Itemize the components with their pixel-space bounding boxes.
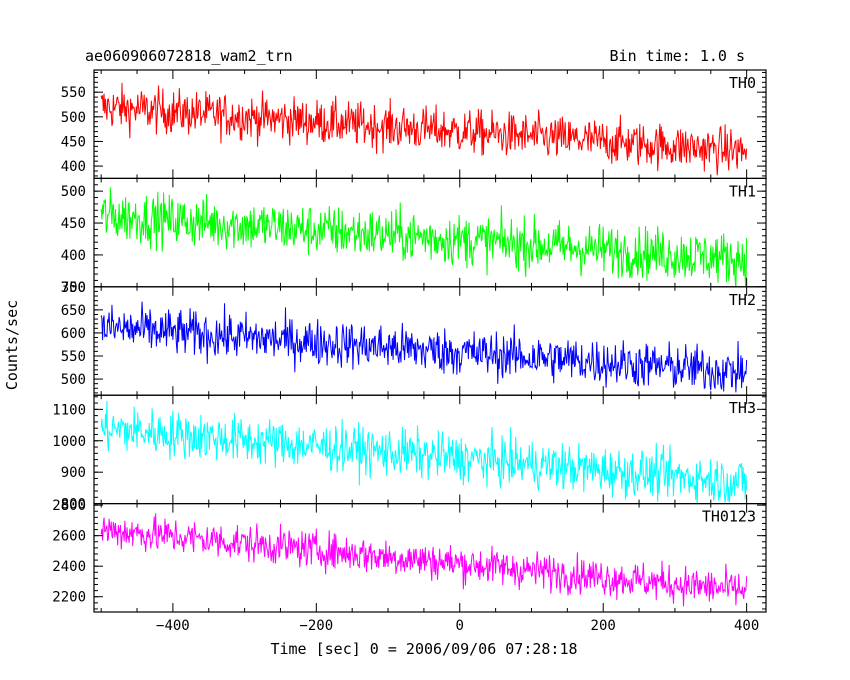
y-tick-label: 550 bbox=[61, 85, 86, 101]
panel-name-label: TH2 bbox=[729, 291, 756, 309]
y-tick-label: 550 bbox=[61, 349, 86, 365]
x-tick-label: 400 bbox=[734, 618, 759, 634]
series-line-th0123 bbox=[100, 513, 748, 607]
panel-th0123: 2200 2400 2600 2800 TH0123 bbox=[52, 498, 767, 613]
y-tick-label: 450 bbox=[61, 216, 86, 232]
y-tick-label: 500 bbox=[61, 110, 86, 126]
panel-th0: 400 450 500 550 TH0 bbox=[61, 69, 767, 180]
y-tick-label: 700 bbox=[61, 280, 86, 296]
panel-name-label: TH0123 bbox=[702, 508, 756, 526]
y-tick-label: 1000 bbox=[52, 434, 86, 450]
y-tick-label: 400 bbox=[61, 248, 86, 264]
y-tick-label: 900 bbox=[61, 465, 86, 481]
y-tick-label: 450 bbox=[61, 134, 86, 150]
panel-th1: 350 400 450 500 TH1 bbox=[61, 177, 767, 296]
y-tick-label: 500 bbox=[61, 184, 86, 200]
y-tick-label: 2200 bbox=[52, 590, 86, 606]
x-tick-label: 200 bbox=[591, 618, 616, 634]
y-tick-label: 500 bbox=[61, 372, 86, 388]
y-tick-label: 1100 bbox=[52, 402, 86, 418]
y-tick-label: 2400 bbox=[52, 559, 86, 575]
y-tick-label: 350 bbox=[61, 280, 86, 296]
panel-th3: 800 900 1000 1100 TH3 bbox=[52, 394, 767, 513]
panel-name-label: TH3 bbox=[729, 399, 756, 417]
x-tick-label: 0 bbox=[456, 618, 464, 634]
panel-frame bbox=[93, 503, 767, 613]
x-axis-label: Time [sec] 0 = 2006/09/06 07:28:18 bbox=[270, 640, 577, 658]
panel-name-label: TH1 bbox=[729, 182, 756, 200]
x-tick-label: −400 bbox=[156, 618, 190, 634]
panel-frame bbox=[93, 394, 767, 505]
series-line-th3 bbox=[100, 401, 748, 504]
y-tick-label: 2800 bbox=[52, 498, 86, 514]
x-tick-label: −200 bbox=[299, 618, 333, 634]
chart-title: ae060906072818_wam2_trn bbox=[85, 47, 293, 65]
panels-group: 400 450 500 550 TH0 350 400 450 500 TH1 500 550 600 6… bbox=[52, 69, 767, 613]
y-tick-label: 800 bbox=[61, 497, 86, 513]
x-tick-labels: −400 −200 0 200 400 bbox=[156, 618, 759, 634]
panel-name-label: TH0 bbox=[729, 74, 756, 92]
y-tick-label: 2600 bbox=[52, 529, 86, 545]
series-line-th1 bbox=[100, 187, 748, 287]
y-tick-label: 650 bbox=[61, 303, 86, 319]
y-tick-label: 400 bbox=[61, 159, 86, 175]
series-line-th0 bbox=[100, 82, 748, 176]
bin-time-label: Bin time: 1.0 s bbox=[610, 47, 745, 65]
series-line-th2 bbox=[100, 301, 748, 393]
y-tick-label: 600 bbox=[61, 326, 86, 342]
panel-th2: 500 550 600 650 700 TH2 bbox=[61, 280, 767, 396]
y-axis-label: Counts/sec bbox=[3, 300, 21, 390]
